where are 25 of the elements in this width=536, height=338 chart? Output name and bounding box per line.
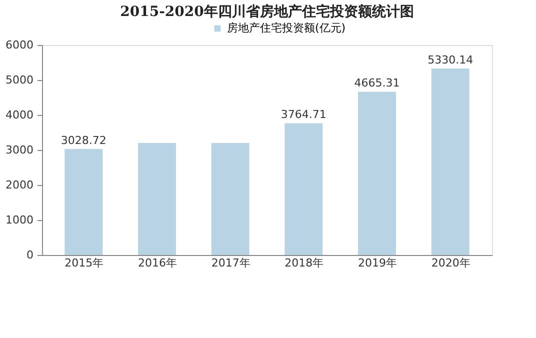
x-tick-label: 2020年 (431, 256, 470, 270)
y-tick-label: 6000 (6, 38, 34, 52)
y-tick-label: 0 (26, 248, 34, 262)
y-tick-label: 3000 (6, 144, 34, 156)
bar (64, 148, 103, 255)
y-tick-label: 2000 (6, 178, 34, 192)
bar (358, 92, 396, 255)
text: 3028.72 (60, 134, 106, 147)
text: 5330.14 (428, 53, 474, 66)
y-tick-label: 4000 (6, 108, 34, 122)
y-tick-label: 1000 (6, 214, 34, 226)
y-tick-label: 5000 (6, 74, 34, 86)
x-tick-label: 2015年 (64, 256, 104, 270)
x-tick-label: 2016年 (138, 256, 177, 270)
chart-title: 2015-2020年四川省房地产住宅投资额统计图 (120, 3, 414, 20)
x-tick-label: 2017年 (211, 256, 250, 270)
bar (431, 68, 470, 255)
text: 4665.31 (354, 76, 400, 90)
x-tick-label: 2019年 (358, 256, 397, 270)
x-tick-label: 2018年 (284, 256, 324, 270)
bar (211, 143, 250, 255)
legend-label: 房地产住宅投资额(亿元) (227, 22, 346, 34)
text: 3764.71 (280, 108, 326, 122)
bar (284, 123, 323, 255)
bar (138, 143, 176, 255)
